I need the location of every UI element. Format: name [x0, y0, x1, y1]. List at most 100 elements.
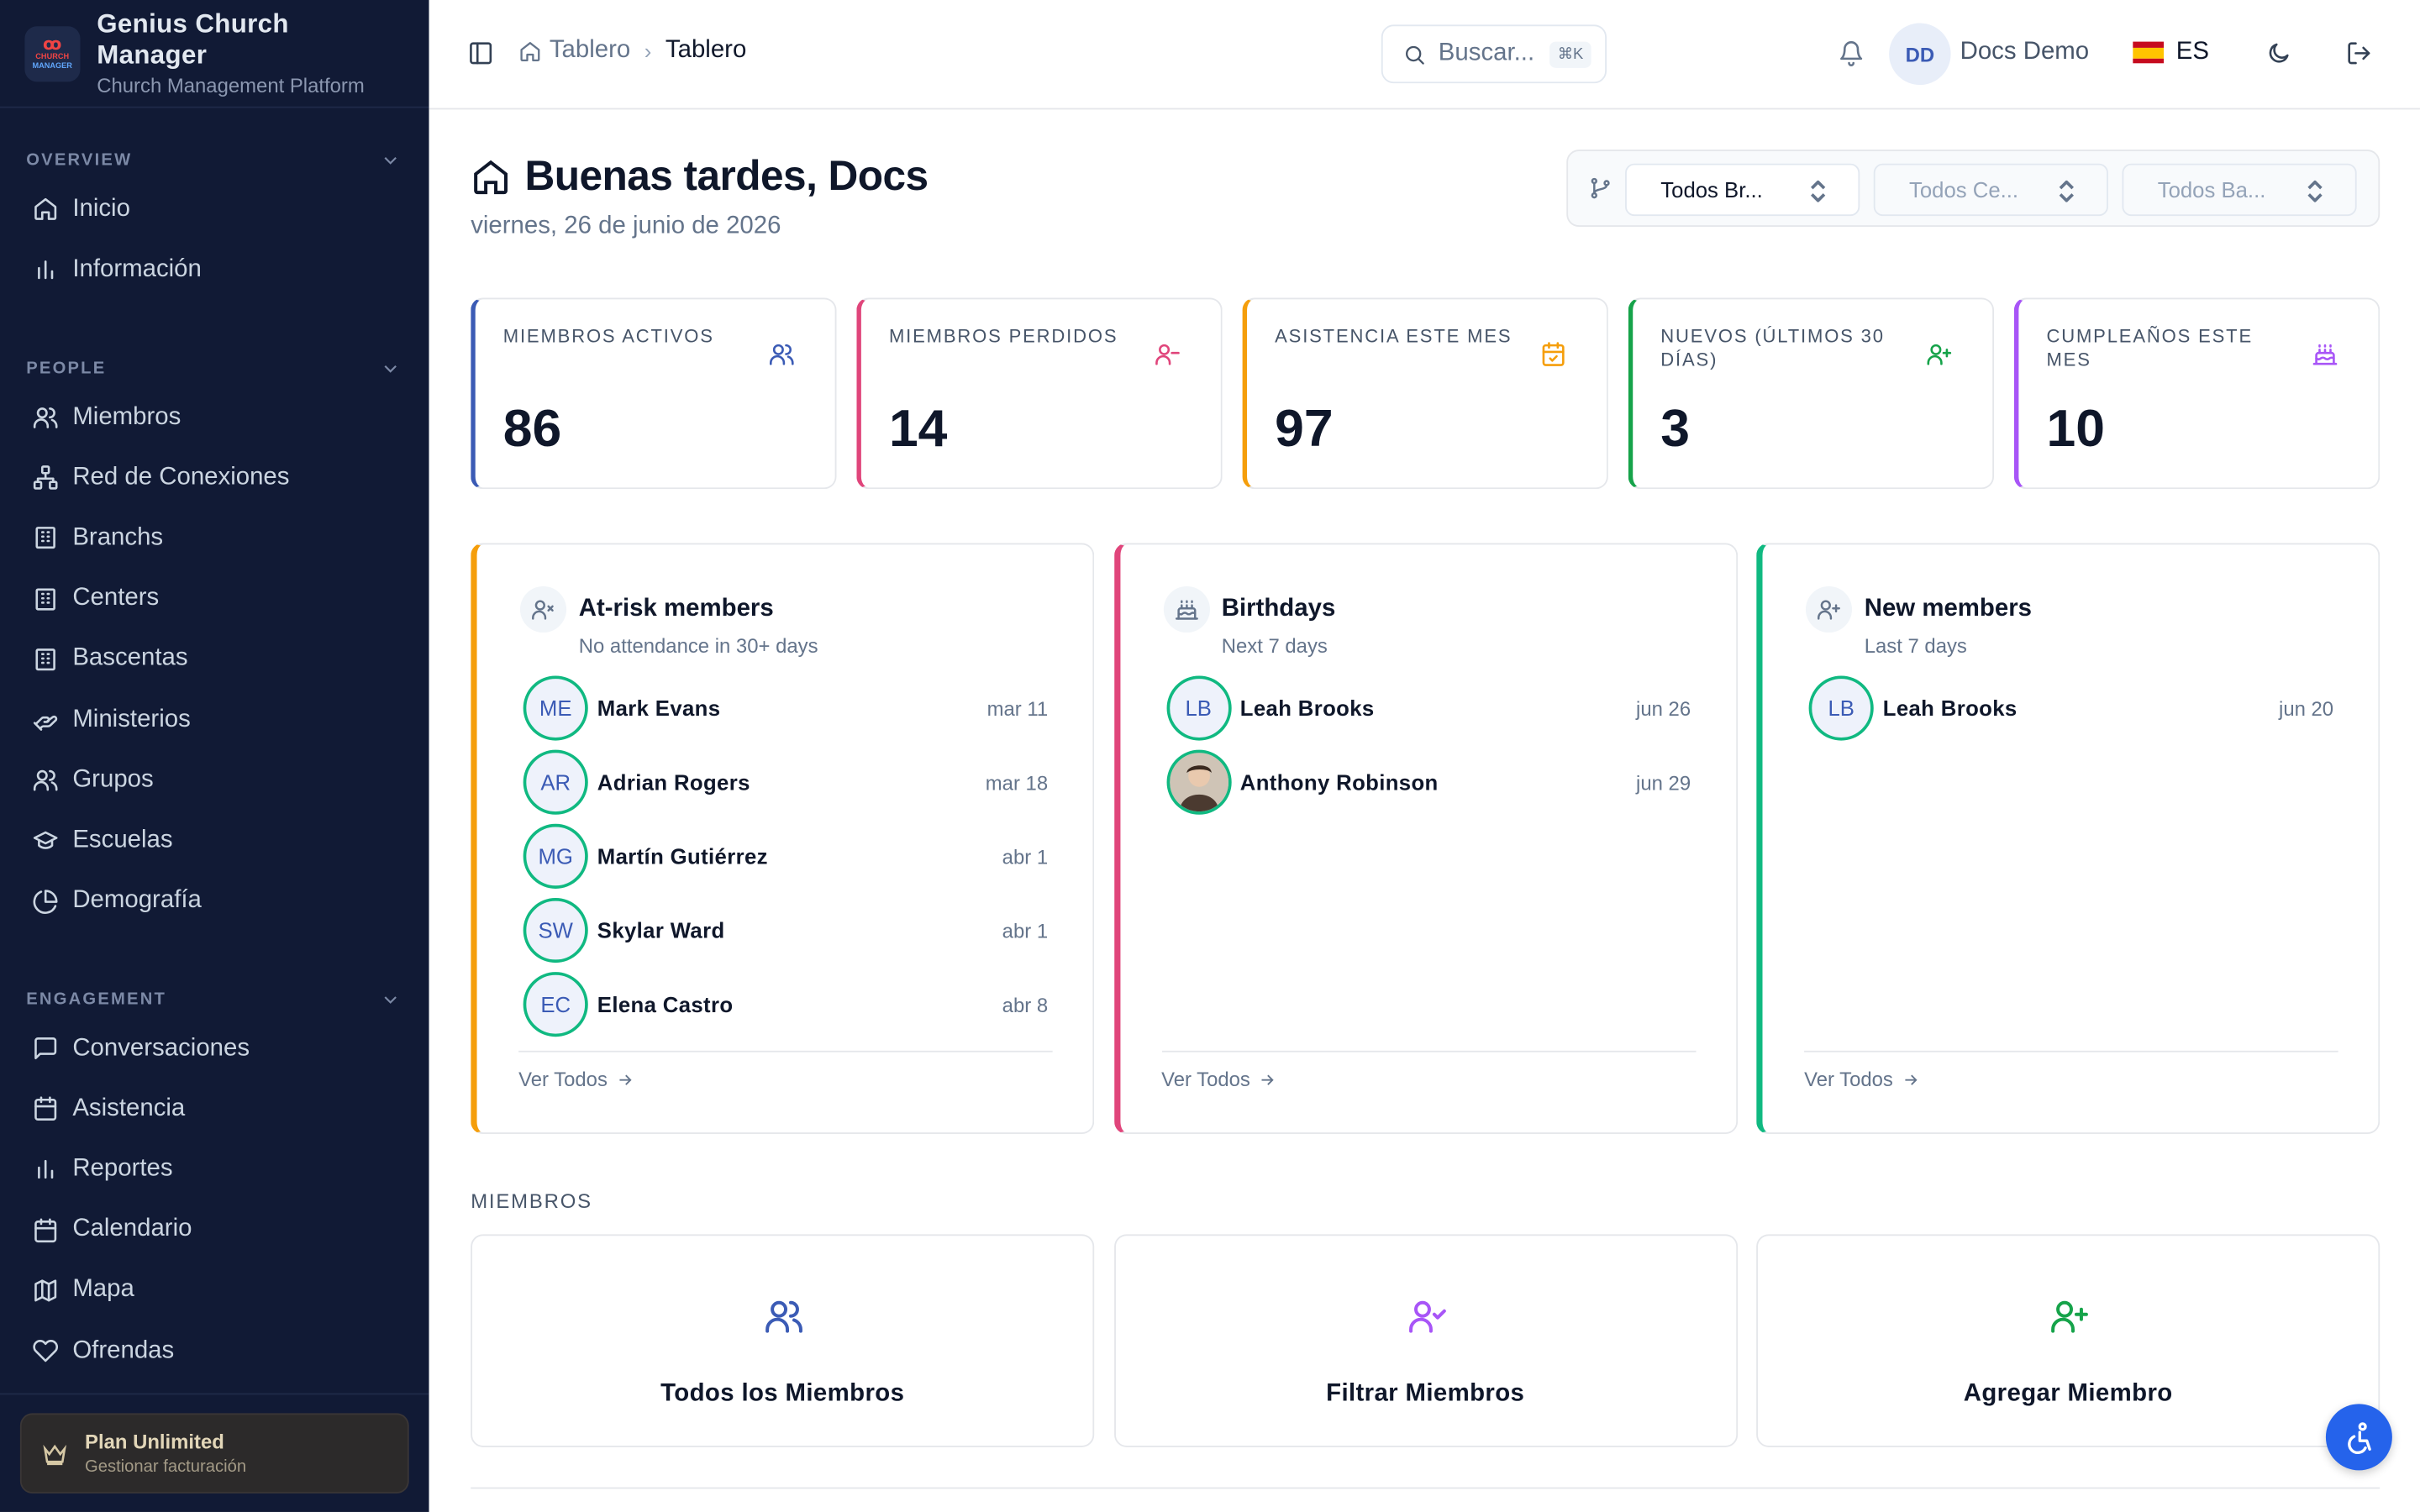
sidebar-item-label: Miembros [72, 403, 182, 430]
panel-birthdays: Birthdays Next 7 days LB Leah Brooks jun 26 A… [1113, 543, 1738, 1134]
sidebar-item-centers[interactable]: Centers [0, 569, 429, 629]
logout-icon[interactable] [2346, 40, 2372, 66]
current-date: viernes, 26 de junio de 2026 [471, 213, 781, 239]
member-date: abr 1 [1002, 918, 1049, 942]
bell-icon[interactable] [1839, 40, 1865, 66]
chevrons-up-down-icon [2059, 180, 2074, 202]
sidebar-toggle-icon[interactable] [468, 40, 494, 66]
view-all-link[interactable]: Ver Todos [1161, 1068, 1276, 1091]
list-item[interactable]: MG Martín Gutiérrez abr 1 [523, 823, 1048, 889]
main-content: Tablero › Tablero Buscar... ⌘K DD Docs D… [429, 0, 2420, 1512]
sidebar-item-ofrendas[interactable]: Ofrendas [0, 1320, 429, 1381]
view-all-link[interactable]: Ver Todos [1804, 1068, 1919, 1091]
sidebar-item-asistencia[interactable]: Asistencia [0, 1079, 429, 1139]
breadcrumb-root[interactable]: Tablero [549, 37, 631, 64]
sidebar-item-escuelas[interactable]: Escuelas [0, 811, 429, 871]
brand-title: Genius Church Manager [97, 9, 289, 70]
list-item[interactable]: LB Leah Brooks jun 26 [1165, 675, 1691, 741]
sidebar-item-label: Reportes [72, 1155, 173, 1182]
user-x-icon [532, 600, 554, 620]
action-agregar-miembro[interactable]: Agregar Miembro [1756, 1234, 2381, 1447]
brand[interactable]: ꝏ CHURCH MANAGER Genius Church Manager C… [0, 0, 429, 108]
list-item[interactable]: EC Elena Castro abr 8 [523, 972, 1048, 1037]
users-icon [33, 407, 58, 428]
list-item[interactable]: AR Adrian Rogers mar 18 [523, 749, 1048, 815]
arrow-right-icon [1261, 1074, 1274, 1084]
pie-chart-icon [33, 889, 58, 914]
sidebar-item-miembros[interactable]: Miembros [0, 387, 429, 448]
search-input[interactable]: Buscar... ⌘K [1381, 24, 1607, 84]
list-item[interactable]: ME Mark Evans mar 11 [523, 675, 1049, 741]
sidebar-item-mapa[interactable]: Mapa [0, 1260, 429, 1320]
avatar: ME [523, 675, 588, 741]
sidebar-item-información[interactable]: Información [0, 239, 429, 300]
view-all-link[interactable]: Ver Todos [518, 1068, 634, 1091]
panel-title: At-risk members [578, 595, 774, 622]
brand-subtitle: Church Management Platform [97, 74, 365, 97]
user-name[interactable]: Docs Demo [1960, 38, 2090, 66]
plan-card[interactable]: Plan Unlimited Gestionar facturación [19, 1413, 409, 1494]
member-name: Elena Castro [597, 991, 734, 1017]
stat-card[interactable]: MIEMBROS ACTIVOS 86 [471, 297, 837, 490]
plan-billing-link[interactable]: Gestionar facturación [85, 1457, 247, 1477]
chevron-right-icon: › [644, 38, 652, 64]
search-placeholder: Buscar... [1438, 39, 1535, 66]
divider [1804, 1050, 2338, 1053]
stat-card[interactable]: CUMPLEAÑOS ESTE MES 10 [2013, 297, 2381, 490]
list-item[interactable]: Anthony Robinson jun 29 [1165, 749, 1691, 815]
message-icon [34, 1037, 57, 1060]
sidebar-item-label: Bascentas [72, 645, 188, 672]
sidebar-item-demografía[interactable]: Demografía [0, 871, 429, 932]
bascenta-filter-select[interactable]: Todos Ba... [2122, 163, 2357, 217]
sidebar-item-reportes[interactable]: Reportes [0, 1139, 429, 1200]
sidebar-item-bascentas[interactable]: Bascentas [0, 629, 429, 690]
sidebar-item-conversaciones[interactable]: Conversaciones [0, 1018, 429, 1079]
crown-icon [43, 1443, 67, 1465]
sidebar-item-ministerios[interactable]: Ministerios [0, 690, 429, 750]
calendar-check-icon [1542, 342, 1565, 366]
sidebar-item-grupos[interactable]: Grupos [0, 750, 429, 811]
avatar: LB [1165, 675, 1231, 741]
section-engagement[interactable]: ENGAGEMENT [0, 984, 429, 1016]
sidebar: ꝏ CHURCH MANAGER Genius Church Manager C… [0, 0, 429, 1512]
section-overview[interactable]: OVERVIEW [0, 145, 429, 176]
user-avatar[interactable]: DD [1889, 23, 1951, 86]
center-filter-select[interactable]: Todos Ce... [1873, 163, 2108, 217]
chevron-down-icon [384, 157, 397, 165]
member-name: Leah Brooks [1239, 696, 1375, 721]
stat-card[interactable]: NUEVOS (ÚLTIMOS 30 DÍAS) 3 [1628, 297, 1995, 490]
calendar-icon [34, 1217, 57, 1242]
action-label: Todos los Miembros [660, 1380, 905, 1408]
calendar-icon [34, 1096, 57, 1121]
panel-subtitle: Next 7 days [1221, 633, 1328, 658]
stat-card[interactable]: ASISTENCIA ESTE MES 97 [1242, 297, 1608, 490]
users-icon [765, 1300, 802, 1333]
action-filtrar-miembros[interactable]: Filtrar Miembros [1113, 1234, 1738, 1447]
members-section-title: MIEMBROS [471, 1189, 592, 1213]
sidebar-item-branchs[interactable]: Branchs [0, 508, 429, 569]
sidebar-item-label: Branchs [72, 524, 164, 551]
cake-icon [2312, 344, 2338, 365]
accessibility-button[interactable] [2325, 1404, 2392, 1471]
page-title: Buenas tardes, Docs [524, 152, 929, 199]
sidebar-item-calendario[interactable]: Calendario [0, 1200, 429, 1260]
sidebar-item-inicio[interactable]: Inicio [0, 179, 429, 239]
stat-card[interactable]: MIEMBROS PERDIDOS 14 [856, 297, 1223, 490]
sidebar-item-red-de-conexiones[interactable]: Red de Conexiones [0, 448, 429, 508]
sidebar-item-label: Escuelas [72, 827, 173, 853]
list-item[interactable]: LB Leah Brooks jun 20 [1808, 675, 2333, 741]
divider [1161, 1050, 1696, 1053]
section-people[interactable]: PEOPLE [0, 354, 429, 385]
language-selector[interactable]: ES [2133, 39, 2209, 66]
member-date: mar 11 [986, 696, 1049, 720]
list-item[interactable]: SW Skylar Ward abr 1 [523, 897, 1049, 963]
building-icon [35, 587, 55, 610]
moon-icon[interactable] [2265, 40, 2291, 66]
building-icon [35, 527, 55, 549]
bar-chart-icon [38, 1160, 54, 1179]
breadcrumb: Tablero › Tablero [518, 37, 746, 65]
member-name: Leah Brooks [1882, 696, 2018, 721]
users-icon [769, 344, 794, 365]
branch-filter-select[interactable]: Todos Br... [1625, 163, 1860, 217]
action-todos-los-miembros[interactable]: Todos los Miembros [471, 1234, 1095, 1447]
